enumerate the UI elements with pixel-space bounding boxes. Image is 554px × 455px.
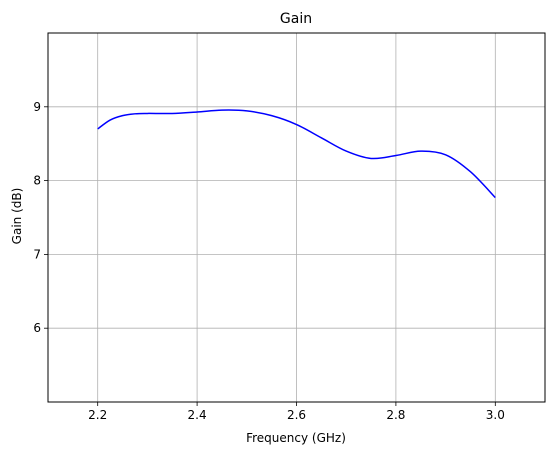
- y-tick-label: 8: [33, 174, 41, 188]
- x-tick-label: 3.0: [486, 408, 505, 422]
- ticks: 2.2 2.4 2.6 2.8 3.0 6 7 8 9: [33, 100, 504, 422]
- y-tick-label: 9: [33, 100, 41, 114]
- x-tick-label: 2.6: [287, 408, 306, 422]
- x-tick-label: 2.4: [188, 408, 207, 422]
- y-tick-label: 7: [33, 247, 41, 261]
- x-tick-label: 2.8: [386, 408, 405, 422]
- grid-lines: [48, 33, 545, 402]
- gain-series-line: [97, 109, 496, 199]
- series-layer: [97, 109, 496, 199]
- y-tick-label: 6: [33, 321, 41, 335]
- x-axis-label: Frequency (GHz): [246, 431, 346, 445]
- x-tick-label: 2.2: [88, 408, 107, 422]
- y-axis-label: Gain (dB): [10, 188, 24, 245]
- chart-title: Gain: [280, 11, 312, 27]
